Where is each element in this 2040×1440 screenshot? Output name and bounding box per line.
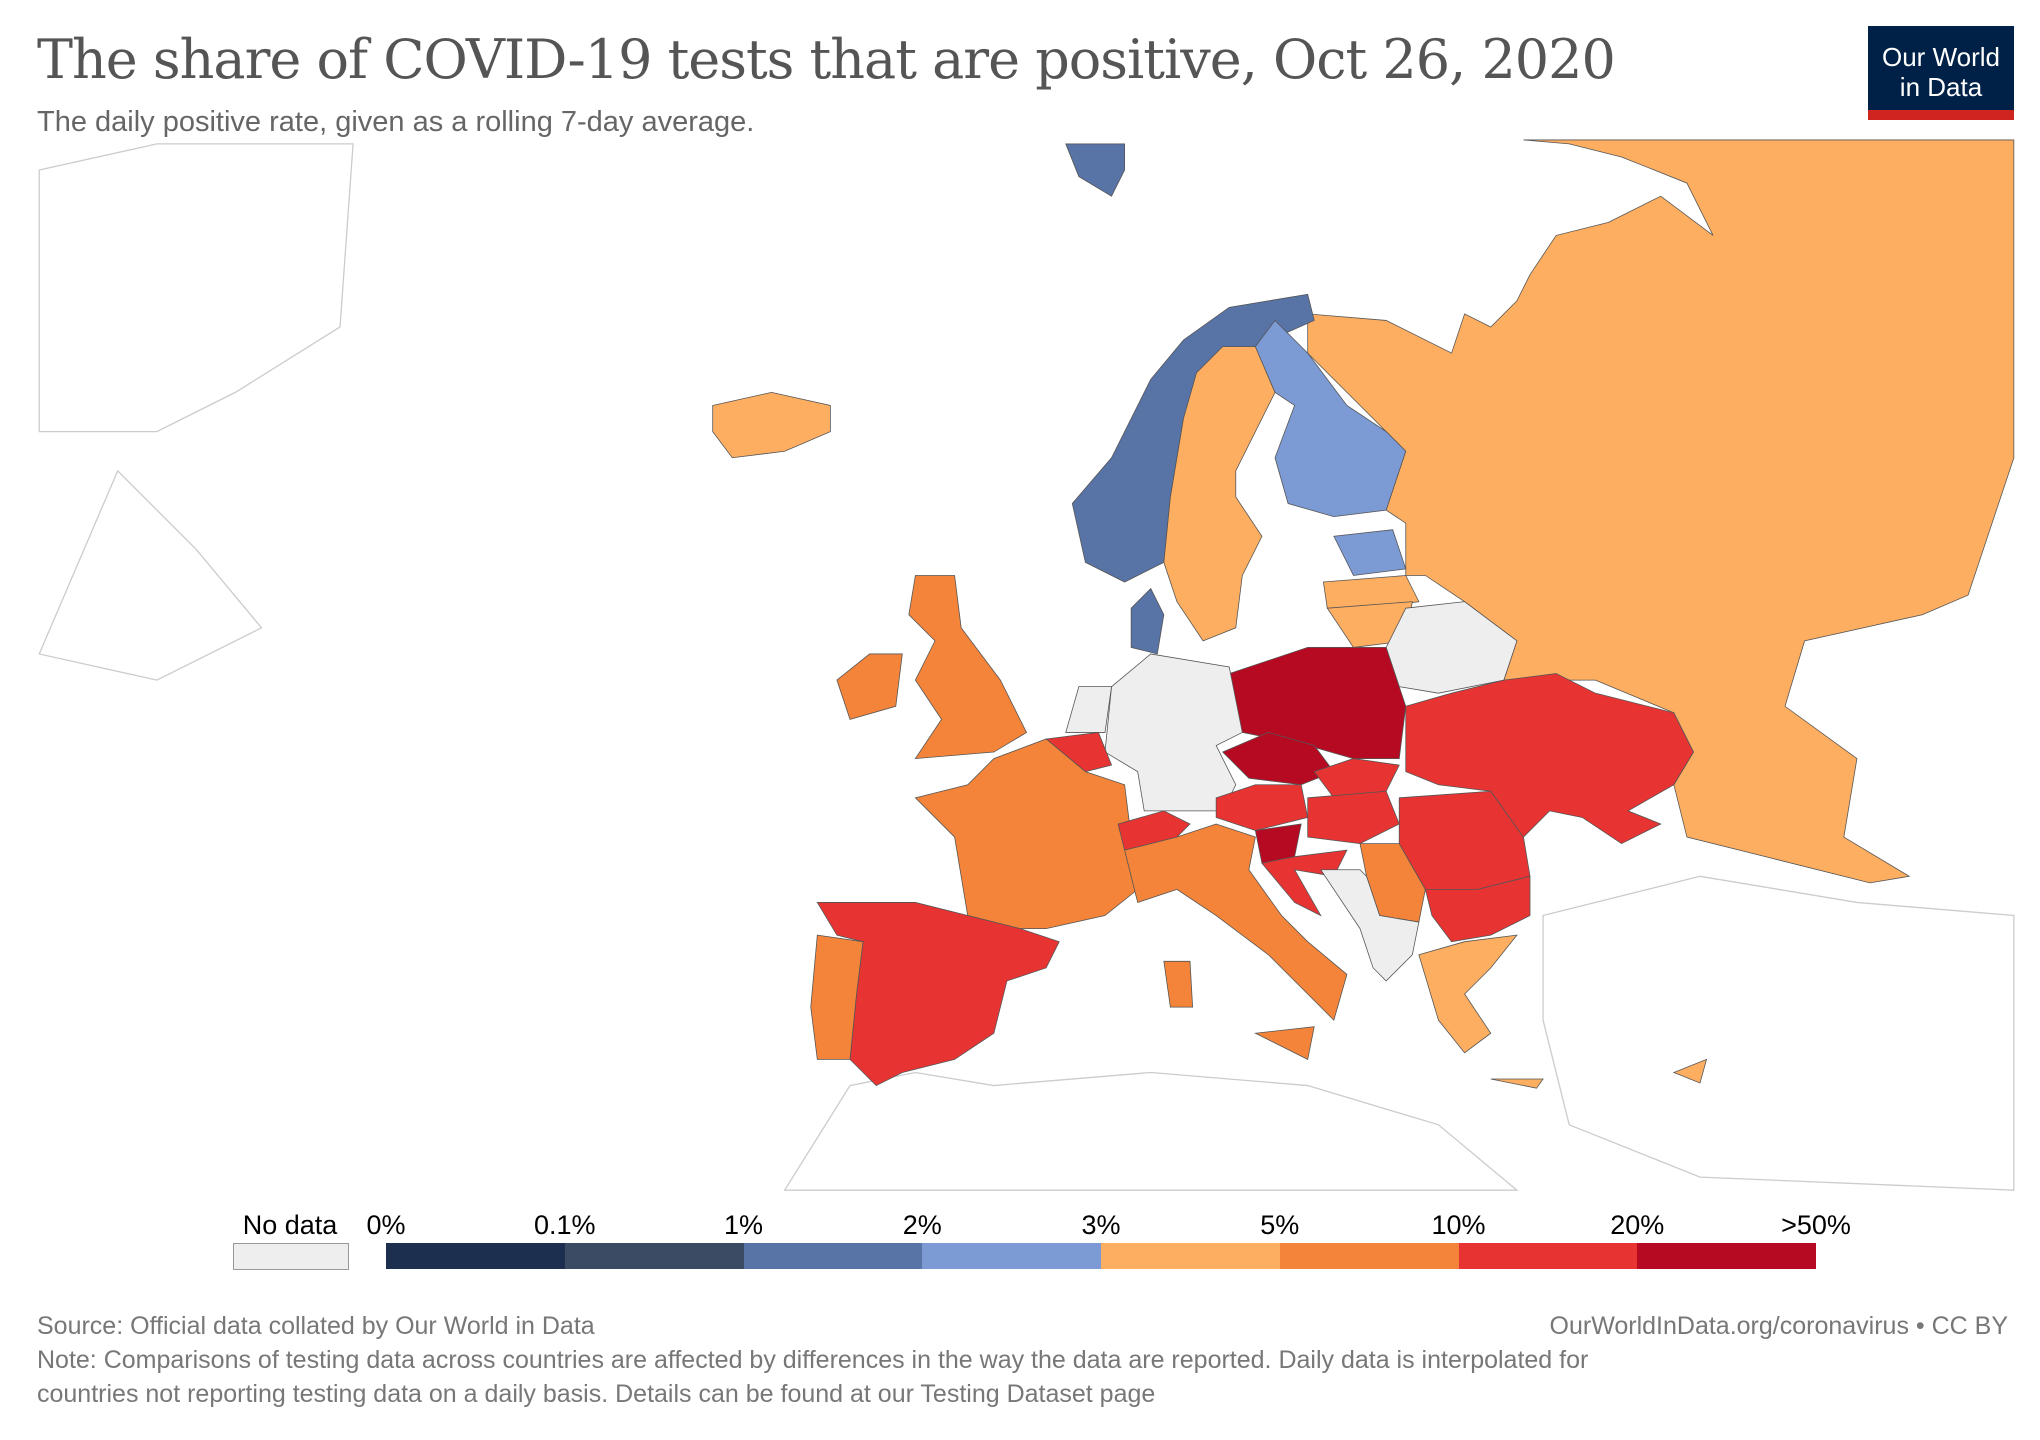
country-finland[interactable] [1254,319,1407,518]
country-italy[interactable] [1163,960,1194,1008]
country-italy[interactable] [1254,1026,1315,1060]
country-iceland[interactable] [712,391,831,459]
country-netherlands[interactable] [1065,686,1112,733]
legend-tick-label: 2% [902,1210,942,1240]
land-outline [38,143,354,433]
country-greece[interactable] [1418,934,1518,1054]
legend-tick-label: 5% [1260,1210,1300,1240]
land-outline [1542,875,2015,1191]
legend-tick-label: >50% [1781,1210,1851,1240]
legend-bin[interactable] [564,1243,744,1269]
logo-line1: Our World [1882,42,2000,72]
country-germany[interactable] [1104,653,1243,812]
country-western-balkans[interactable] [1320,869,1420,982]
footer-url[interactable]: OurWorldInData.org/coronavirus • CC BY [1549,1312,2008,1340]
footer-source: Source: Official data collated by Our Wo… [37,1312,595,1340]
legend-tick-label: 1% [723,1210,764,1240]
legend-bin[interactable] [1279,1243,1459,1269]
country-united-kingdom[interactable] [908,575,1028,760]
country-svalbard[interactable] [1065,143,1126,197]
country-italy[interactable] [1124,823,1348,1021]
legend-no-data-label: No data [242,1210,338,1240]
land-outline [38,469,263,681]
legend-tick-label: 10% [1431,1210,1486,1240]
legend-bin[interactable] [743,1243,923,1269]
country-greece[interactable] [1490,1078,1544,1089]
land-outline [783,1071,1519,1191]
chart-subtitle: The daily positive rate, given as a roll… [37,106,755,138]
owid-logo[interactable]: Our World in Data [1868,26,2014,120]
legend-bin[interactable] [1637,1243,1816,1269]
logo-line2: in Data [1899,72,1983,102]
legend-tick-label: 3% [1081,1210,1121,1240]
legend-tick-label: 0% [366,1210,406,1240]
country-bulgaria[interactable] [1424,875,1531,943]
country-sweden[interactable] [1163,346,1276,642]
legend-bin[interactable] [1101,1243,1280,1269]
country-denmark[interactable] [1130,587,1165,655]
country-ireland[interactable] [836,653,903,720]
legend-tick-label: 20% [1610,1210,1665,1240]
legend-bin[interactable] [1458,1243,1638,1269]
country-estonia[interactable] [1333,529,1407,576]
legend-bin[interactable] [922,1243,1101,1269]
country-slovakia[interactable] [1313,758,1400,799]
country-portugal[interactable] [810,934,864,1060]
footer-note-line2: countries not reporting testing data on … [37,1380,1156,1408]
legend-no-data-swatch [233,1243,349,1270]
country-france[interactable] [914,738,1139,930]
country-croatia[interactable] [1261,849,1348,917]
country-cyprus[interactable] [1672,1058,1708,1084]
chart-title: The share of COVID-19 tests that are pos… [37,28,1616,91]
footer-note-line1: Note: Comparisons of testing data across… [37,1346,1589,1374]
legend-tick-label: 0.1% [533,1210,596,1240]
country-ukraine[interactable] [1405,673,1694,845]
legend-bin[interactable] [386,1243,565,1269]
country-hungary[interactable] [1307,790,1400,845]
